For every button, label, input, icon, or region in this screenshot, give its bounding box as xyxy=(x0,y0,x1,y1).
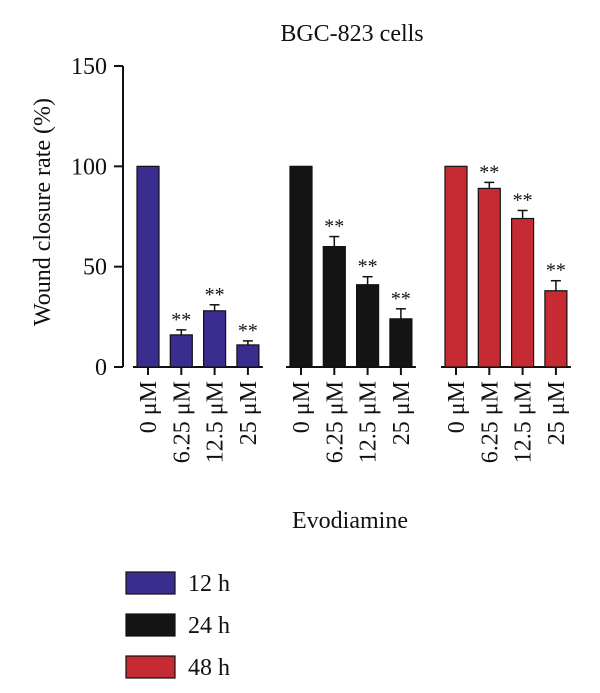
x-tick-label: 0 μM xyxy=(289,381,315,433)
significance-marker: ** xyxy=(479,161,499,183)
y-tick-label: 100 xyxy=(71,154,107,180)
significance-marker: ** xyxy=(238,320,258,342)
chart-title: BGC-823 cells xyxy=(280,21,423,47)
x-tick-label: 25 μM xyxy=(389,381,415,445)
bar xyxy=(356,284,380,368)
bar xyxy=(136,165,160,368)
significance-marker: ** xyxy=(546,260,566,282)
legend-label: 12 h xyxy=(188,571,230,597)
significance-marker: ** xyxy=(205,284,225,306)
x-tick-label: 0 μM xyxy=(444,381,470,433)
x-tick-label: 6.25 μM xyxy=(322,381,348,463)
bar xyxy=(289,165,313,368)
bar xyxy=(444,165,468,368)
legend-label: 48 h xyxy=(188,655,230,681)
bar xyxy=(203,310,227,368)
x-tick-label: 12.5 μM xyxy=(511,381,537,463)
x-tick-labels: 0 μM 6.25 μM 12.5 μM 25 μM 0 μM 6.25 μM 12.5 μ… xyxy=(136,367,570,463)
x-tick-label: 6.25 μM xyxy=(477,381,503,463)
x-tick-label: 25 μM xyxy=(236,381,262,445)
x-tick-label: 0 μM xyxy=(136,381,162,433)
significance-marker: ** xyxy=(358,256,378,278)
legend: 12 h 24 h 48 h xyxy=(125,571,230,681)
bar xyxy=(322,246,346,368)
bar xyxy=(389,318,413,368)
x-tick-label: 6.25 μM xyxy=(169,381,195,463)
significance-marker: ** xyxy=(391,288,411,310)
x-tick-label: 25 μM xyxy=(544,381,570,445)
significance-marker: ** xyxy=(513,189,533,211)
bar xyxy=(477,187,501,368)
bar xyxy=(544,290,568,368)
x-tick-label: 12.5 μM xyxy=(203,381,229,463)
bar xyxy=(169,334,193,368)
y-axis-label: Wound closure rate (%) xyxy=(30,98,56,326)
bar xyxy=(236,344,260,368)
x-tick-label: 12.5 μM xyxy=(356,381,382,463)
legend-label: 24 h xyxy=(188,613,230,639)
bars: ** ** ** ** ** ** ** ** ** xyxy=(136,161,568,368)
x-axis-label: Evodiamine xyxy=(292,508,408,534)
legend-swatch xyxy=(125,613,176,637)
legend-swatch xyxy=(125,655,176,679)
legend-swatch xyxy=(125,571,176,595)
y-tick-label: 150 xyxy=(71,54,107,80)
significance-marker: ** xyxy=(324,216,344,238)
significance-marker: ** xyxy=(171,309,191,331)
bar xyxy=(511,217,535,368)
y-tick-label: 0 xyxy=(95,355,107,381)
y-tick-label: 50 xyxy=(83,255,107,281)
